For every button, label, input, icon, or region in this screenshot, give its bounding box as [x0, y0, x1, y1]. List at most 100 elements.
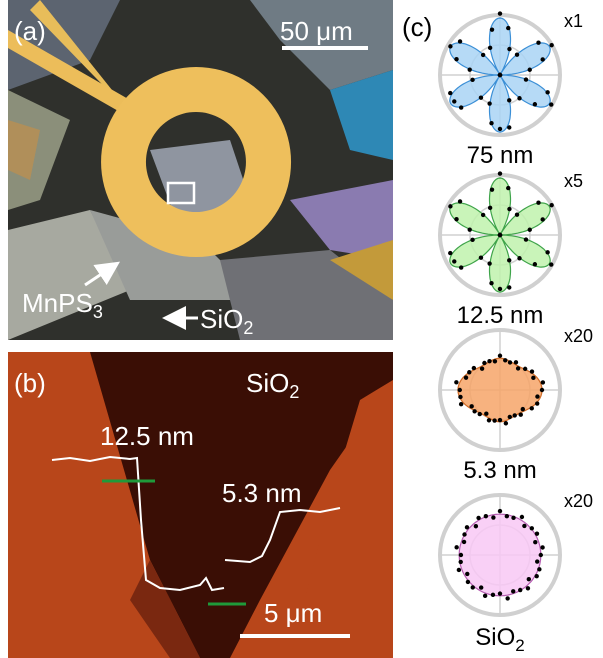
polar-point	[457, 39, 463, 44]
polar-point	[518, 412, 523, 417]
polar-point	[472, 409, 477, 414]
polar-point	[497, 286, 503, 292]
polar-point	[458, 552, 464, 558]
polar-point	[464, 525, 470, 530]
polar-point	[507, 360, 513, 365]
polar-point	[540, 380, 546, 385]
polar-point	[507, 125, 512, 130]
substrate-label: SiO2	[246, 368, 299, 402]
polar-point	[540, 217, 545, 222]
scale-factor: x20	[564, 326, 593, 346]
polar-point	[461, 539, 467, 545]
polar-point	[491, 515, 496, 520]
polar-point	[458, 394, 463, 400]
polar-point	[454, 216, 459, 222]
polar-point	[497, 417, 503, 423]
polar-point	[507, 206, 512, 212]
polar-point	[454, 380, 459, 385]
polar-point	[529, 369, 535, 374]
polar-point	[535, 401, 540, 406]
polar-curve	[458, 513, 542, 597]
step-label: 12.5 nm	[100, 421, 194, 451]
polar-point	[487, 205, 493, 211]
scale-bar-label: 5 μm	[264, 598, 322, 628]
polar-point	[462, 532, 467, 537]
plot-caption: SiO2	[475, 624, 524, 655]
polar-point	[538, 552, 543, 558]
optical-image	[8, 0, 393, 340]
polar-point	[534, 573, 539, 579]
polar-point	[503, 421, 509, 426]
polar-point	[470, 237, 475, 243]
polar-point	[477, 411, 482, 417]
label-sub: 2	[289, 382, 299, 402]
label-sub: 3	[93, 302, 103, 322]
polar-point	[480, 52, 486, 58]
plot-caption: 75 nm	[467, 142, 534, 169]
polar-point	[549, 42, 554, 48]
polar-point	[540, 545, 545, 550]
polar-point	[520, 406, 526, 412]
label-text: SiO	[475, 624, 515, 651]
polar-point	[531, 375, 536, 381]
polar-point	[522, 366, 528, 372]
polar-point	[490, 592, 496, 598]
polar-point	[483, 513, 489, 519]
polar-point	[513, 360, 519, 365]
polar-point	[457, 199, 463, 204]
polar-point	[522, 523, 527, 529]
polar-point	[514, 212, 520, 217]
polar-point	[549, 102, 554, 107]
polar-point	[497, 232, 503, 238]
step-label: 5.3 nm	[222, 478, 302, 508]
polar-point	[467, 370, 472, 375]
polar-point	[497, 72, 503, 78]
polar-point	[448, 90, 453, 96]
label-text: SiO	[246, 368, 289, 398]
polar-point	[454, 545, 459, 550]
polar-point	[492, 418, 497, 423]
polar-point	[529, 526, 535, 531]
polar-point	[511, 515, 516, 521]
polar-point	[448, 44, 453, 49]
polar-point	[507, 98, 512, 103]
scale-bar-label: 50 μm	[280, 16, 353, 46]
scale-factor: x5	[564, 171, 583, 191]
polar-point	[527, 67, 532, 72]
polar-point	[504, 514, 510, 519]
polar-point	[465, 571, 470, 577]
afm-image	[8, 352, 393, 658]
polar-point	[535, 559, 540, 564]
polar-point	[478, 95, 484, 100]
polar-point	[476, 515, 481, 521]
polar-point	[535, 394, 540, 399]
polar-point	[540, 57, 545, 62]
polar-point	[470, 77, 475, 83]
label-text: SiO	[200, 304, 243, 334]
polar-point	[539, 387, 545, 393]
polar-point	[525, 586, 531, 591]
polar-point	[517, 256, 522, 261]
polar-point	[492, 359, 498, 364]
polar-point	[536, 200, 541, 205]
polar-point	[497, 591, 503, 596]
polar-point	[506, 185, 511, 191]
polar-point	[458, 105, 464, 110]
polar-point	[457, 387, 462, 393]
polar-point	[482, 360, 487, 366]
polar-point	[529, 406, 534, 411]
polar-point	[465, 579, 471, 585]
polar-point	[486, 418, 492, 423]
polar-point	[497, 171, 503, 176]
polar-point	[489, 280, 494, 286]
polar-point	[503, 358, 508, 363]
polar-point	[523, 77, 529, 82]
polar-point	[469, 404, 474, 409]
polar-point	[467, 67, 472, 72]
polar-point	[523, 237, 529, 242]
polar-point	[532, 102, 538, 107]
polar-point	[458, 559, 463, 565]
polar-plots: x1 75 nm x5 12.5 nm x20 5.3 nm x20 SiO2	[438, 11, 593, 655]
polar-point	[487, 101, 492, 106]
